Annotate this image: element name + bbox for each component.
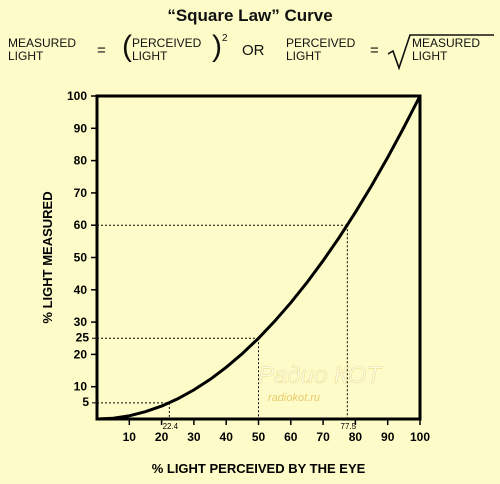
y-tick-label: 50 (74, 251, 88, 265)
formula-exponent: 2 (222, 33, 228, 44)
y-axis-label: % LIGHT MEASURED (40, 191, 55, 323)
y-tick-label: 20 (74, 347, 88, 361)
y-tick-label: 100 (67, 89, 87, 103)
chart-title: “Square Law” Curve (167, 6, 333, 25)
x-tick-label: 60 (284, 430, 298, 444)
formula-perceived-light: PERCEIVED LIGHT (132, 37, 201, 63)
y-minor-tick-label: 25 (76, 330, 90, 344)
x-marker-label: 77.5 (341, 422, 357, 431)
formula-word: PERCEIVED (132, 36, 202, 50)
formula-word: PERCEIVED (286, 36, 356, 50)
formula-equals: = (97, 42, 106, 59)
y-tick-label: 10 (74, 380, 88, 394)
formula-measured-light: MEASURED LIGHT (8, 37, 76, 63)
formula-word: LIGHT (8, 49, 44, 63)
formula-word: LIGHT (412, 49, 448, 63)
formula-paren-close: ) (212, 30, 222, 63)
x-axis-label: % LIGHT PERCEIVED BY THE EYE (152, 461, 366, 476)
y-tick-label: 80 (74, 154, 88, 168)
x-tick-label: 80 (349, 430, 363, 444)
y-tick-label: 40 (74, 283, 88, 297)
formula-word: MEASURED (8, 36, 77, 50)
x-tick-label: 20 (155, 430, 169, 444)
x-marker-label: 22.4 (163, 422, 179, 431)
formula-word: MEASURED (412, 36, 481, 50)
watermark: Радио КОТ radiokot.ru (258, 362, 384, 404)
formula-equals-2: = (370, 42, 379, 59)
formula: MEASURED LIGHT = ( PERCEIVED LIGHT ) 2 O… (0, 30, 500, 74)
formula-word: LIGHT (132, 49, 168, 63)
ticks: 10 20 30 40 50 60 70 80 90 100 5 25 10 20 30 40 50 60 70 80… (67, 89, 430, 444)
formula-paren-open: ( (122, 30, 132, 63)
formula-radicand: MEASURED LIGHT (412, 37, 480, 63)
x-tick-label: 30 (187, 430, 201, 444)
y-tick-label: 90 (74, 121, 88, 135)
reference-lines (97, 224, 348, 419)
formula-or: OR (242, 42, 265, 59)
watermark-url: radiokot.ru (268, 392, 320, 404)
formula-word: LIGHT (286, 49, 322, 63)
formula-perceived-light-2: PERCEIVED LIGHT (286, 37, 355, 63)
x-tick-label: 50 (252, 430, 266, 444)
series (96, 95, 422, 421)
x-tick-label: 70 (316, 430, 330, 444)
x-tick-label: 90 (381, 430, 395, 444)
x-tick-label: 10 (123, 430, 137, 444)
watermark-title: Радио КОТ (258, 362, 384, 389)
y-tick-label: 30 (74, 315, 88, 329)
y-minor-tick-label: 5 (82, 395, 89, 409)
y-tick-label: 60 (74, 218, 88, 232)
square-law-curve (96, 95, 422, 421)
plot-frame (95, 94, 422, 421)
square-root-icon (387, 34, 494, 71)
y-tick-label: 70 (74, 186, 88, 200)
x-tick-label: 100 (410, 430, 430, 444)
x-tick-label: 40 (220, 430, 234, 444)
